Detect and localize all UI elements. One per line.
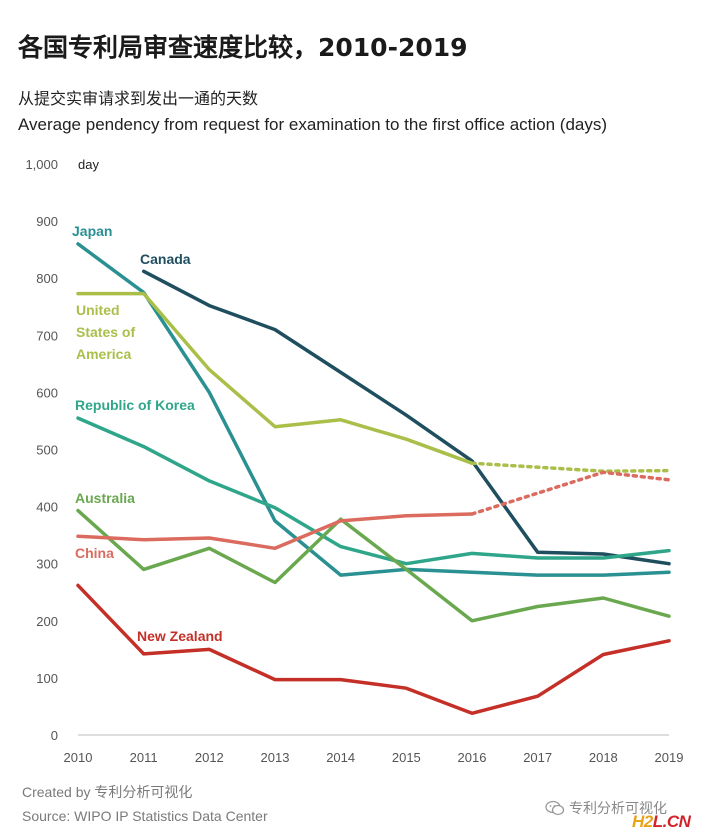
- x-tick-label: 2017: [523, 750, 552, 765]
- series-label-canada: Canada: [140, 251, 191, 267]
- y-tick-label: 100: [36, 671, 58, 686]
- series-line-japan: [76, 242, 671, 577]
- series-line-new-zealand: [76, 583, 671, 716]
- x-tick-label: 2014: [326, 750, 355, 765]
- logo-cn: .CN: [662, 812, 691, 831]
- y-tick-label: 200: [36, 614, 58, 629]
- series-line-dotted-united-states-of-america: [470, 461, 671, 473]
- y-tick-label: 0: [51, 728, 58, 743]
- y-tick-label: 700: [36, 328, 58, 343]
- x-tick-label: 2013: [261, 750, 290, 765]
- y-tick-label: 600: [36, 385, 58, 400]
- series-label-new-zealand: New Zealand: [137, 628, 223, 644]
- series-line-republic-of-korea: [76, 416, 671, 566]
- series-label-united-states-of-america: United: [76, 302, 120, 318]
- x-tick-label: 2010: [64, 750, 93, 765]
- y-tick-label: 300: [36, 557, 58, 572]
- logo-h2: H2: [632, 812, 653, 831]
- series-label-republic-of-korea: Republic of Korea: [75, 397, 195, 413]
- series-label-australia: Australia: [75, 490, 135, 506]
- created-by-note: Created by 专利分析可视化: [22, 784, 193, 800]
- x-tick-label: 2011: [130, 750, 158, 765]
- wechat-watermark-text: 专利分析可视化: [569, 801, 667, 817]
- x-tick-label: 2019: [655, 750, 684, 765]
- series-line-united-states-of-america: [76, 291, 474, 465]
- chart-title: 各国专利局审查速度比较，2010-2019: [18, 33, 468, 62]
- y-tick-label: 800: [36, 271, 58, 286]
- series-line-australia: [76, 508, 671, 623]
- series-label-japan: Japan: [72, 223, 112, 239]
- y-tick-label: 1,000: [25, 157, 58, 172]
- y-axis-unit-label: day: [78, 157, 99, 172]
- series-label-united-states-of-america: States of: [76, 324, 135, 340]
- h2l-logo: H2L.CN: [632, 812, 691, 832]
- series-line-china: [76, 512, 474, 551]
- x-tick-label: 2016: [458, 750, 487, 765]
- series-line-canada: [141, 269, 671, 566]
- wechat-icon: [545, 800, 565, 816]
- y-tick-label: 500: [36, 443, 58, 458]
- series-line-dotted-china: [470, 470, 671, 516]
- logo-l: L: [652, 812, 663, 831]
- series-label-china: China: [75, 545, 114, 561]
- source-note: Source: WIPO IP Statistics Data Center: [22, 808, 268, 824]
- series-label-united-states-of-america: America: [76, 346, 131, 362]
- x-tick-label: 2015: [392, 750, 421, 765]
- wechat-watermark: 专利分析可视化: [545, 798, 667, 818]
- chart-subtitle-cn: 从提交实审请求到发出一通的天数: [18, 89, 259, 108]
- x-tick-label: 2012: [195, 750, 224, 765]
- x-tick-label: 2018: [589, 750, 618, 765]
- y-tick-label: 900: [36, 214, 58, 229]
- chart-subtitle-en: Average pendency from request for examin…: [18, 115, 608, 134]
- y-tick-label: 400: [36, 500, 58, 515]
